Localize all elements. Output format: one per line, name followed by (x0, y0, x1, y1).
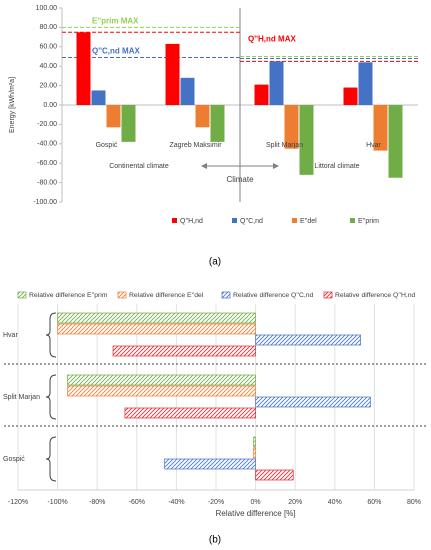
x-tick-label: -120% (8, 499, 28, 506)
bar (195, 105, 210, 128)
bar (388, 105, 403, 178)
legend-label: Relative difference Q''C,nd (233, 292, 314, 299)
caption: (a) (209, 257, 221, 268)
x-tick-label: 20% (288, 499, 302, 506)
legend-marker (323, 291, 333, 299)
legend-label: E''del (300, 218, 317, 225)
bar (91, 90, 106, 105)
brace (45, 312, 57, 358)
y-tick-label: 60.00 (39, 44, 57, 51)
bar (269, 61, 284, 105)
bar (373, 105, 388, 151)
caption: (b) (209, 535, 221, 546)
bar (254, 84, 269, 105)
x-tick-label: -20% (208, 499, 224, 506)
category-label: Hvar (366, 142, 381, 149)
y-tick-label: -20.00 (37, 121, 57, 128)
bar (255, 469, 294, 481)
legend-marker (172, 218, 177, 223)
x-tick-label: 40% (328, 499, 342, 506)
bar (57, 323, 256, 335)
legend-label: E''prim (358, 218, 379, 225)
legend-label: Relative difference E''del (129, 292, 204, 299)
y-tick-label: -40.00 (37, 141, 57, 148)
category-label: Gospić (3, 456, 25, 463)
category-label: Split Marjan (266, 142, 303, 149)
y-tick-label: 100.00 (36, 5, 58, 12)
y-tick-label: 20.00 (39, 82, 57, 89)
x-tick-label: -40% (168, 499, 184, 506)
bar (180, 77, 195, 105)
y-axis-title: Energy [kWh/m²a] (9, 77, 16, 133)
legend-marker (221, 291, 231, 299)
y-tick-label: 80.00 (39, 24, 57, 31)
legend-label: Relative difference E''prim (29, 292, 108, 299)
legend-marker (350, 218, 355, 223)
bar (255, 334, 361, 346)
category-label: Gospić (96, 142, 118, 149)
y-tick-label: 40.00 (39, 63, 57, 70)
category-label: Split Marjan (3, 394, 40, 401)
x-tick-label: -100% (47, 499, 67, 506)
bar (165, 43, 180, 105)
reference-label: Q''H,nd MAX (248, 34, 296, 43)
bar (210, 105, 225, 142)
x-tick-label: 60% (367, 499, 381, 506)
brace (45, 436, 57, 482)
bar (299, 105, 314, 175)
legend-marker (232, 218, 237, 223)
bar (343, 87, 358, 105)
bar (112, 345, 256, 357)
bar (121, 105, 136, 142)
x-tick-label: -60% (129, 499, 145, 506)
brace (45, 374, 57, 420)
x-tick-label: 80% (407, 499, 421, 506)
bar (106, 105, 121, 128)
y-tick-label: -80.00 (37, 179, 57, 186)
y-tick-label: -60.00 (37, 160, 57, 167)
bar (67, 374, 256, 386)
legend-marker (292, 218, 297, 223)
bar (124, 407, 256, 419)
legend-label: Relative difference Q''H,nd (335, 292, 416, 299)
bar (76, 32, 91, 105)
zone-label: Littoral climate (314, 163, 359, 170)
bar (164, 458, 256, 470)
bar (255, 396, 371, 408)
x-axis-title: Climate (226, 175, 254, 184)
legend-label: Q''H,nd (180, 218, 203, 225)
x-axis-title: Relative difference [%] (216, 509, 296, 518)
bar (67, 385, 256, 397)
bar (253, 436, 256, 448)
zone-label: Continental climate (109, 163, 169, 170)
x-tick-label: 0% (251, 499, 261, 506)
category-label: Zagreb Maksimir (169, 142, 222, 149)
y-tick-label: 0.00 (43, 102, 57, 109)
bar (284, 105, 299, 149)
reference-label: E''prim MAX (92, 17, 139, 26)
legend-marker (117, 291, 127, 299)
bar (358, 62, 373, 105)
bar (253, 447, 256, 459)
x-tick-label: -80% (89, 499, 105, 506)
reference-label: Q''C,nd MAX (92, 47, 140, 56)
legend-marker (17, 291, 27, 299)
y-tick-label: -100.00 (33, 199, 57, 206)
legend-label: Q''C,nd (240, 218, 263, 225)
category-label: Hvar (3, 332, 18, 339)
bar (57, 312, 256, 324)
